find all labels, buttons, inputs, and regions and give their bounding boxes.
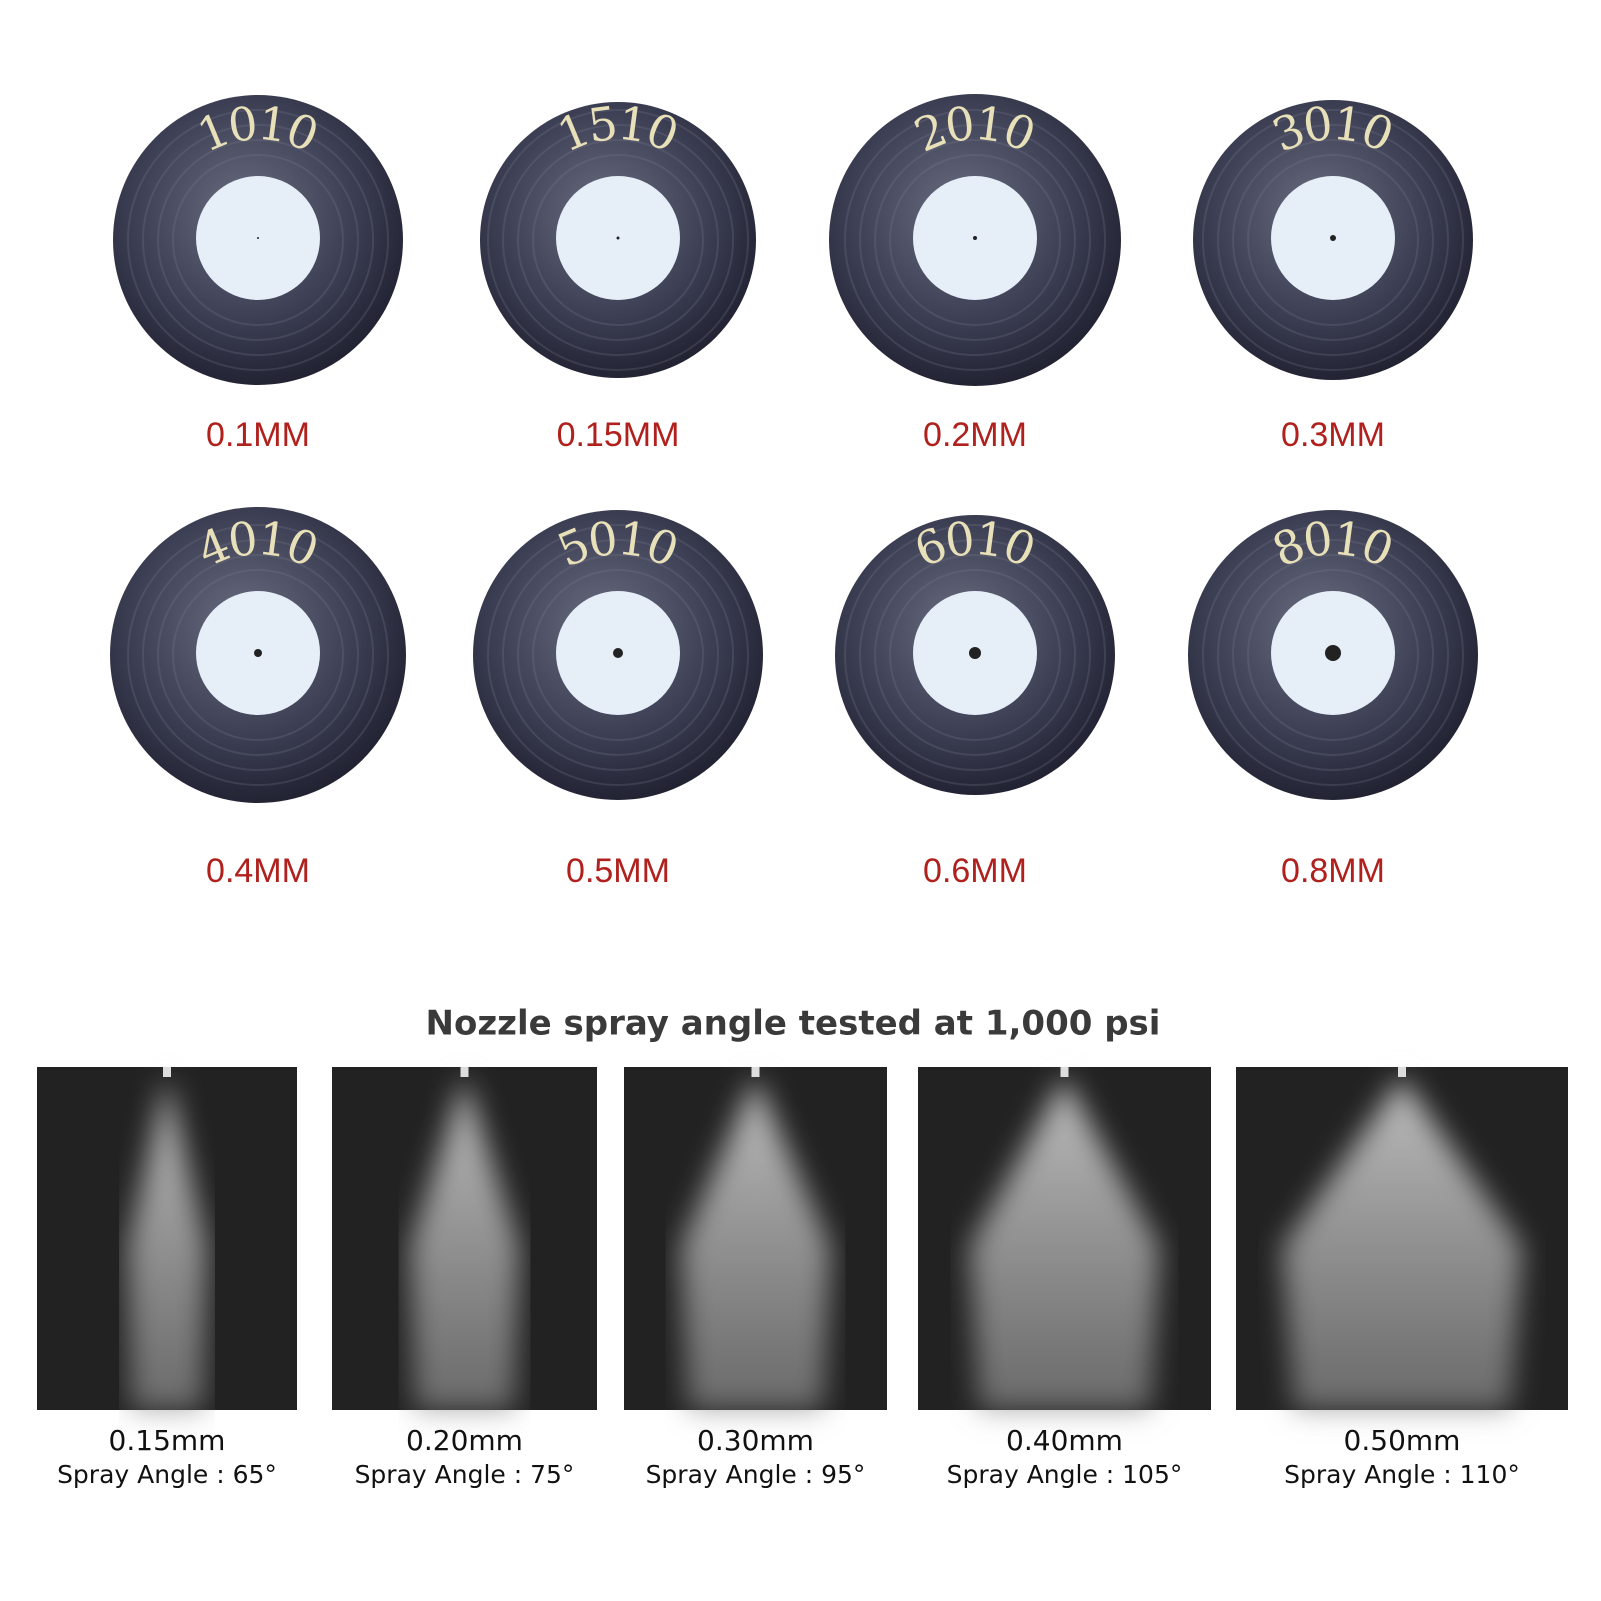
disc-ring	[172, 569, 344, 741]
spray-angle: Spray Angle : 65°	[57, 1460, 277, 1489]
nozzle-size: 0.4MM	[206, 852, 310, 890]
spray-size: 0.15mm	[109, 1424, 226, 1457]
spray-cone	[127, 1077, 207, 1410]
nozzle-size: 0.15MM	[557, 416, 680, 454]
spray-angle: Spray Angle : 75°	[355, 1460, 575, 1489]
orifice	[1330, 235, 1336, 241]
disc-ring	[1202, 109, 1464, 371]
nozzle-tip	[460, 1067, 469, 1077]
orifice	[969, 647, 981, 659]
spray-panel	[1236, 1067, 1568, 1410]
disc-ring	[502, 124, 734, 356]
disc-ring	[874, 554, 1076, 756]
nozzle-tip	[751, 1067, 760, 1077]
spray-angle: Spray Angle : 105°	[947, 1460, 1183, 1489]
spray-cone	[409, 1077, 520, 1410]
spray-size: 0.30mm	[697, 1424, 814, 1457]
orifice	[616, 236, 620, 240]
disc-ring	[874, 139, 1076, 341]
spray-panel	[624, 1067, 887, 1410]
disc-ring	[844, 109, 1106, 371]
nozzle-tip	[1060, 1067, 1069, 1077]
orifice	[1325, 645, 1341, 661]
nozzle-size: 0.6MM	[923, 852, 1027, 890]
disc-ring	[127, 524, 389, 786]
disc-ring	[157, 139, 359, 341]
disc-ring	[1217, 539, 1449, 771]
disc-ring	[1217, 124, 1449, 356]
disc-ring	[889, 569, 1061, 741]
disc-ring	[1247, 569, 1419, 741]
disc-ring	[859, 124, 1091, 356]
disc-ring	[532, 569, 704, 741]
disc-ring	[889, 154, 1061, 326]
nozzle: 1510	[480, 96, 756, 378]
nozzle: 4010	[110, 507, 406, 803]
nozzle-size: 0.5MM	[566, 852, 670, 890]
disc-ring	[844, 524, 1106, 786]
spray-angle: Spray Angle : 95°	[646, 1460, 866, 1489]
nozzle: 6010	[835, 511, 1115, 795]
disc-ring	[1202, 524, 1464, 786]
nozzle-size: 0.3MM	[1281, 416, 1385, 454]
nozzle: 8010	[1188, 510, 1478, 800]
spray-angle: Spray Angle : 110°	[1284, 1460, 1520, 1489]
disc-ring	[487, 524, 749, 786]
spray-cone	[1282, 1077, 1522, 1410]
disc-ring	[157, 554, 359, 756]
spray-size: 0.20mm	[406, 1424, 523, 1457]
disc-ring	[142, 539, 374, 771]
nozzle-size: 0.2MM	[923, 416, 1027, 454]
spray-panel	[37, 1067, 297, 1410]
orifice	[973, 236, 977, 240]
spray-panel	[918, 1067, 1211, 1410]
nozzle-tip	[1398, 1067, 1406, 1077]
disc-ring	[127, 109, 389, 371]
nozzle-size: 0.1MM	[206, 416, 310, 454]
spray-size: 0.40mm	[1006, 1424, 1123, 1457]
nozzle: 3010	[1193, 96, 1473, 380]
nozzle: 2010	[829, 94, 1121, 386]
disc-ring	[487, 109, 749, 371]
disc-ring	[172, 154, 344, 326]
disc-ring	[1247, 154, 1419, 326]
disc-ring	[517, 139, 719, 341]
spray-cone	[680, 1077, 831, 1410]
nozzle: 1010	[113, 95, 403, 385]
orifice	[613, 648, 623, 658]
spray-size: 0.50mm	[1344, 1424, 1461, 1457]
orifice	[254, 649, 262, 657]
orifice	[257, 237, 259, 239]
spray-title: Nozzle spray angle tested at 1,000 psi	[426, 1004, 1161, 1044]
spray-cone	[969, 1077, 1160, 1410]
disc-ring	[1232, 139, 1434, 341]
disc-ring	[502, 539, 734, 771]
nozzle-tip	[163, 1067, 171, 1077]
disc-ring	[532, 154, 704, 326]
nozzle: 5010	[473, 510, 763, 800]
disc-ring	[859, 539, 1091, 771]
disc-ring	[517, 554, 719, 756]
disc-ring	[1232, 554, 1434, 756]
nozzle-size: 0.8MM	[1281, 852, 1385, 890]
disc-ring	[142, 124, 374, 356]
spray-panel	[332, 1067, 597, 1410]
content: 1010 0.1MM 1510 0.15MM 2010 0.2MM 3010 0.3MM 401…	[37, 94, 1568, 1489]
